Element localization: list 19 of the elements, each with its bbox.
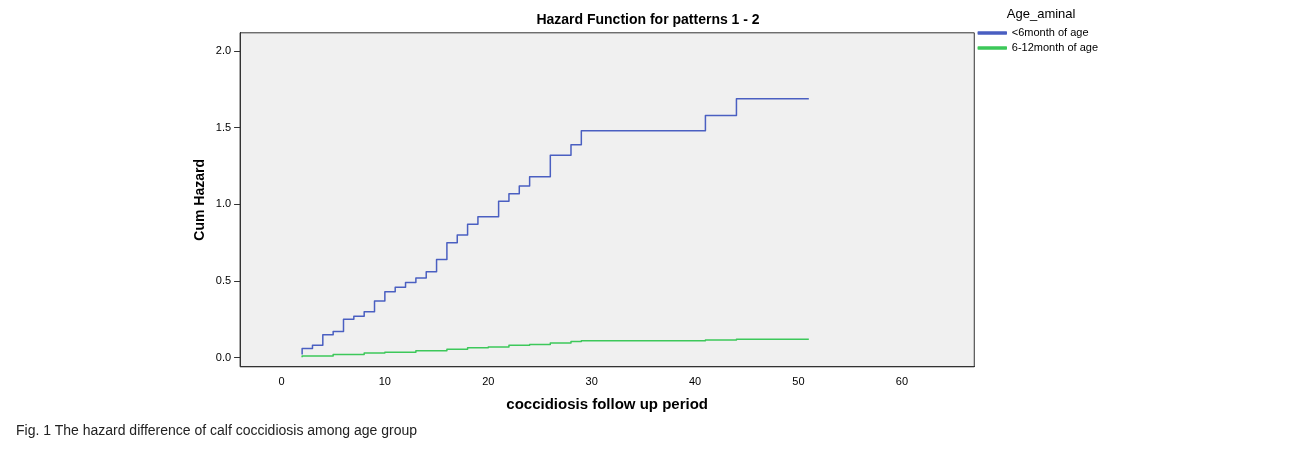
x-tick-label: 10	[378, 375, 391, 388]
y-tick-label: 0.0	[215, 350, 232, 363]
x-tick-label: 50	[792, 375, 805, 388]
y-tick-label: 0.5	[215, 274, 232, 287]
legend-title: Age_aminal	[1006, 6, 1076, 22]
y-tick-label: 1.0	[215, 197, 232, 210]
x-tick-label: 30	[585, 375, 598, 388]
chart-title: Hazard Function for patterns 1 - 2	[536, 11, 760, 28]
y-axis-title: Cum Hazard	[191, 158, 208, 241]
legend-label: <6month of age	[1011, 26, 1089, 39]
y-tick-label: 2.0	[215, 44, 232, 57]
legend-label: 6-12month of age	[1011, 41, 1099, 54]
x-tick-label: 20	[482, 375, 495, 388]
x-tick-label: 40	[688, 375, 702, 388]
y-tick-label: 1.5	[215, 120, 232, 133]
x-axis-title: coccidiosis follow up period	[506, 395, 709, 413]
x-tick-label: 60	[895, 375, 909, 388]
caption: Fig. 1 The hazard difference of calf coccidiosis among age group	[16, 422, 419, 438]
x-tick-label: 0	[278, 375, 285, 388]
